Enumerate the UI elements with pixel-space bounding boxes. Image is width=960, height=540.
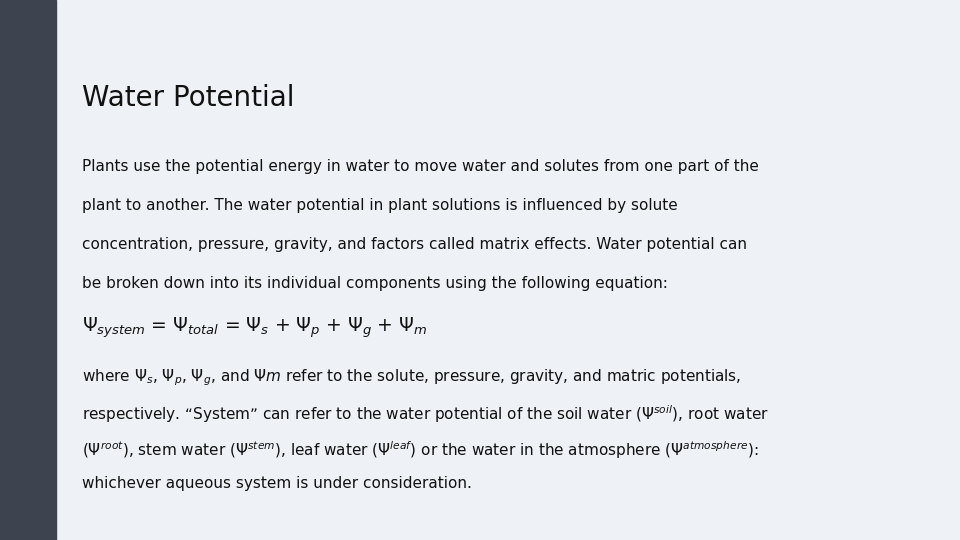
Text: ($\Psi^{root}$), stem water ($\Psi^{stem}$), leaf water ($\Psi^{leaf}$) or the w: ($\Psi^{root}$), stem water ($\Psi^{stem… bbox=[82, 440, 758, 461]
Text: plant to another. The water potential in plant solutions is influenced by solute: plant to another. The water potential in… bbox=[82, 198, 678, 213]
Text: respectively. “System” can refer to the water potential of the soil water ($\Psi: respectively. “System” can refer to the … bbox=[82, 403, 768, 425]
Text: whichever aqueous system is under consideration.: whichever aqueous system is under consid… bbox=[82, 476, 471, 491]
Text: be broken down into its individual components using the following equation:: be broken down into its individual compo… bbox=[82, 276, 667, 291]
Text: $\Psi_{system}$ = $\Psi_{total}$ = $\Psi_{s}$ + $\Psi_{p}$ + $\Psi_{g}$ + $\Psi_: $\Psi_{system}$ = $\Psi_{total}$ = $\Psi… bbox=[82, 316, 427, 340]
Text: Plants use the potential energy in water to move water and solutes from one part: Plants use the potential energy in water… bbox=[82, 159, 758, 174]
Text: concentration, pressure, gravity, and factors called matrix effects. Water poten: concentration, pressure, gravity, and fa… bbox=[82, 237, 747, 252]
Text: Water Potential: Water Potential bbox=[82, 84, 294, 112]
Text: where $\Psi_s$, $\Psi_p$, $\Psi_g$, and $\Psi m$ refer to the solute, pressure, : where $\Psi_s$, $\Psi_p$, $\Psi_g$, and … bbox=[82, 367, 741, 388]
